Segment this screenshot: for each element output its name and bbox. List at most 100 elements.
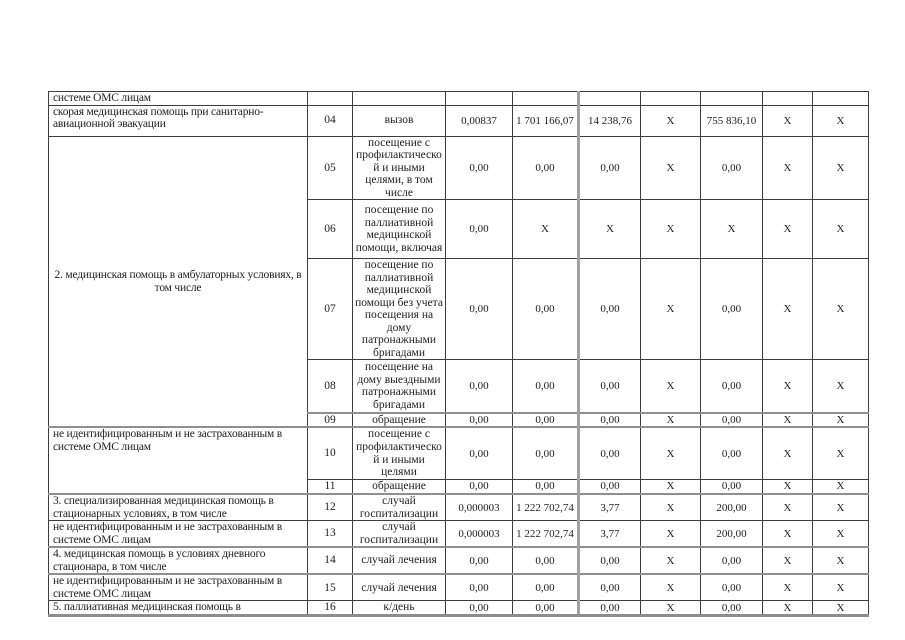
value-cell: 0,00	[700, 600, 763, 617]
table-row: скорая медицинская помощь при санитарно-…	[48, 104, 869, 137]
value-cell: 0,00	[577, 359, 641, 414]
value-cell: 0,00	[577, 546, 641, 576]
value-cell: 200,00	[700, 520, 763, 549]
value-cell: 3,77	[577, 520, 641, 549]
value-cell: X	[762, 199, 813, 260]
unit-cell: обращение	[352, 478, 446, 496]
value-cell: X	[640, 412, 701, 429]
table-row: 3. специализированная медицинская помощь…	[48, 493, 869, 522]
row-number-cell: 13	[307, 520, 353, 549]
row-number-cell: 12	[307, 493, 353, 522]
value-cell: X	[640, 478, 701, 496]
value-cell: X	[640, 359, 701, 414]
value-cell: X	[640, 135, 701, 201]
value-cell: 0,00	[512, 478, 579, 496]
value-cell: X	[762, 258, 813, 361]
value-cell	[640, 91, 701, 106]
value-cell: X	[640, 546, 701, 576]
value-cell: 0,00	[445, 600, 513, 617]
unit-cell: случай лечения	[352, 573, 446, 602]
value-cell: X	[640, 520, 701, 549]
value-cell: 0,00	[577, 258, 641, 361]
value-cell: X	[812, 478, 869, 496]
value-cell: 0,00	[512, 426, 579, 480]
value-cell: X	[640, 258, 701, 361]
value-cell	[700, 91, 763, 106]
unit-cell: посещение с профилактической и иными цел…	[352, 135, 446, 201]
row-number-cell: 15	[307, 573, 353, 602]
unit-cell: случай лечения	[352, 546, 446, 576]
unit-cell: случай госпитализации	[352, 520, 446, 549]
value-cell: 0,00	[577, 135, 641, 201]
table-row: не идентифицированным и не застрахованны…	[48, 573, 869, 602]
row-label-cell: 5. паллиативная медицинская помощь в	[48, 600, 308, 617]
value-cell: X	[812, 199, 869, 260]
value-cell: X	[762, 412, 813, 429]
value-cell: X	[640, 600, 701, 617]
value-cell: X	[640, 573, 701, 602]
value-cell: 0,00	[445, 426, 513, 480]
value-cell: 200,00	[700, 493, 763, 522]
unit-cell: случай госпитализации	[352, 493, 446, 522]
value-cell: 0,00	[445, 573, 513, 602]
table-row: 06 посещение по паллиативной медицинской…	[49, 199, 869, 260]
value-cell: X	[640, 426, 701, 480]
value-cell: X	[812, 426, 869, 480]
value-cell: 0,00	[445, 258, 513, 361]
value-cell: X	[812, 258, 869, 361]
value-cell: X	[762, 478, 813, 496]
table-row: 11 обращение 0,00 0,00 0,00 X 0,00 X X	[49, 478, 869, 496]
value-cell: X	[762, 600, 813, 617]
value-cell: 0,00	[577, 573, 641, 602]
value-cell: 0,00	[577, 478, 641, 496]
row-label-cell: 4. медицинская помощь в условиях дневног…	[48, 546, 308, 576]
row-number-cell: 04	[307, 104, 353, 137]
unit-cell: посещение на дому выездными патронажными…	[352, 359, 446, 414]
row-number-cell: 07	[307, 258, 353, 361]
value-cell: 755 836,10	[700, 104, 763, 137]
value-cell: 0,00	[700, 478, 763, 496]
value-cell: 0,000003	[445, 493, 513, 522]
value-cell	[762, 91, 813, 106]
value-cell: 1 222 702,74	[512, 493, 579, 522]
value-cell: X	[640, 493, 701, 522]
value-cell: 0,00	[700, 573, 763, 602]
table-row: 5. паллиативная медицинская помощь в 16 …	[48, 600, 869, 617]
table-row: не идентифицированным и не застрахованны…	[48, 520, 869, 549]
row-number-cell	[307, 91, 353, 106]
value-cell: 0,00	[445, 135, 513, 201]
value-cell: 0,00	[700, 546, 763, 576]
row-number-cell: 16	[307, 600, 353, 617]
table-row: не идентифицированным и не застрахованны…	[48, 426, 869, 496]
value-cell	[512, 91, 579, 106]
value-cell: 0,00	[577, 600, 641, 617]
row-number-cell: 06	[307, 199, 353, 260]
row-number-cell: 14	[307, 546, 353, 576]
value-cell: 0,00	[700, 135, 763, 201]
value-cell: X	[762, 573, 813, 602]
value-cell: X	[762, 104, 813, 137]
value-cell: X	[812, 546, 869, 576]
value-cell: 0,00	[577, 412, 641, 429]
row-number-cell: 10	[307, 426, 353, 480]
value-cell: X	[762, 546, 813, 576]
value-cell: 1 222 702,74	[512, 520, 579, 549]
value-cell: 0,00	[512, 258, 579, 361]
value-cell: X	[762, 493, 813, 522]
medical-care-volume-table: системе ОМС лицам скорая медицинская пом…	[48, 91, 869, 617]
value-cell: 0,00	[445, 478, 513, 496]
value-cell: X	[762, 359, 813, 414]
value-cell: X	[812, 359, 869, 414]
value-cell: 0,00	[512, 359, 579, 414]
unit-cell: вызов	[352, 104, 446, 137]
value-cell: 0,00	[512, 546, 579, 576]
value-cell: 0,00	[577, 426, 641, 480]
value-cell: 0,00	[445, 359, 513, 414]
value-cell: 0,00	[512, 412, 579, 429]
unit-cell	[352, 91, 446, 106]
table-row: 07 посещение по паллиативной медицинской…	[49, 258, 869, 361]
value-cell: 0,00	[512, 573, 579, 602]
value-cell: X	[762, 426, 813, 480]
row-number-cell: 05	[307, 135, 353, 201]
unit-cell: к/день	[352, 600, 446, 617]
